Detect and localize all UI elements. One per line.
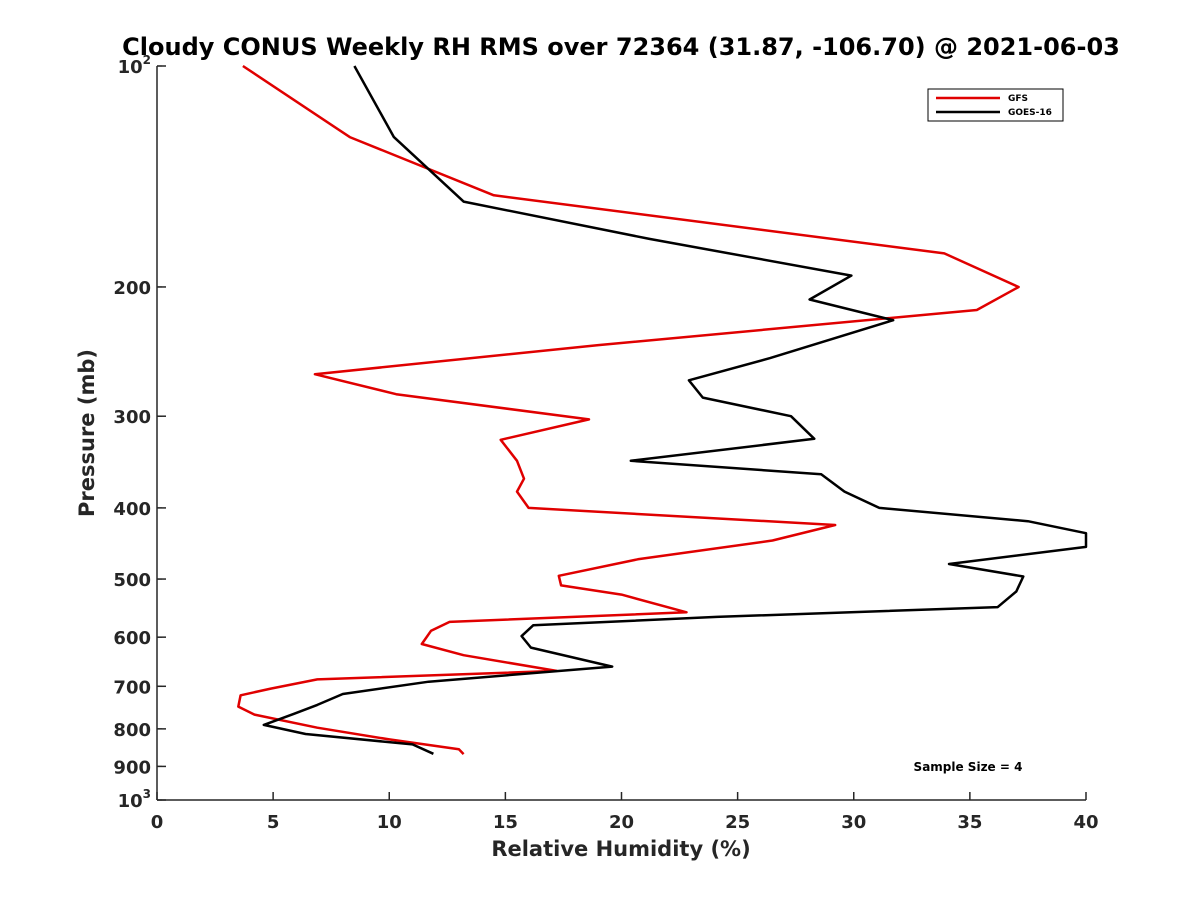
y-tick-label: 900 [113, 757, 151, 778]
legend-box [927, 88, 1064, 122]
y-axis-label: Pressure (mb) [75, 349, 99, 517]
x-tick-label: 10 [377, 812, 402, 833]
x-tick-label: 35 [957, 812, 982, 833]
x-tick-label: 25 [725, 812, 750, 833]
series-line-goes-16 [262, 65, 1088, 755]
series-layer [237, 64, 1088, 755]
x-tick-label: 20 [609, 812, 634, 833]
x-tick-label: 0 [151, 812, 164, 833]
sample-size-annotation: Sample Size = 4 [914, 760, 1023, 774]
series-line-gfs [237, 64, 1020, 755]
x-tick-label: 40 [1073, 812, 1098, 833]
x-axis-label: Relative Humidity (%) [491, 837, 750, 861]
legend-label: GOES-16 [1008, 108, 1052, 118]
x-tick-label: 5 [267, 812, 280, 833]
x-tick-label: 15 [493, 812, 518, 833]
y-tick-label: 103 [118, 787, 151, 812]
y-tick-label: 200 [113, 278, 151, 299]
y-tick-label: 700 [113, 677, 151, 698]
y-tick-label: 102 [118, 53, 151, 78]
y-tick-label: 400 [113, 499, 151, 520]
y-tick-label: 500 [113, 570, 151, 591]
y-tick-label: 300 [113, 407, 151, 428]
legend-label: GFS [1008, 94, 1028, 104]
y-tick-label: 800 [113, 720, 151, 741]
y-tick-label: 600 [113, 628, 151, 649]
chart-title: Cloudy CONUS Weekly RH RMS over 72364 (3… [122, 33, 1120, 61]
x-tick-label: 30 [841, 812, 866, 833]
axes-layer: 0 5 10 15 20 25 30 35 40 102 200 300 400 500 600 700 800… [113, 53, 1098, 833]
legend: GFS GOES-16 [927, 88, 1064, 122]
